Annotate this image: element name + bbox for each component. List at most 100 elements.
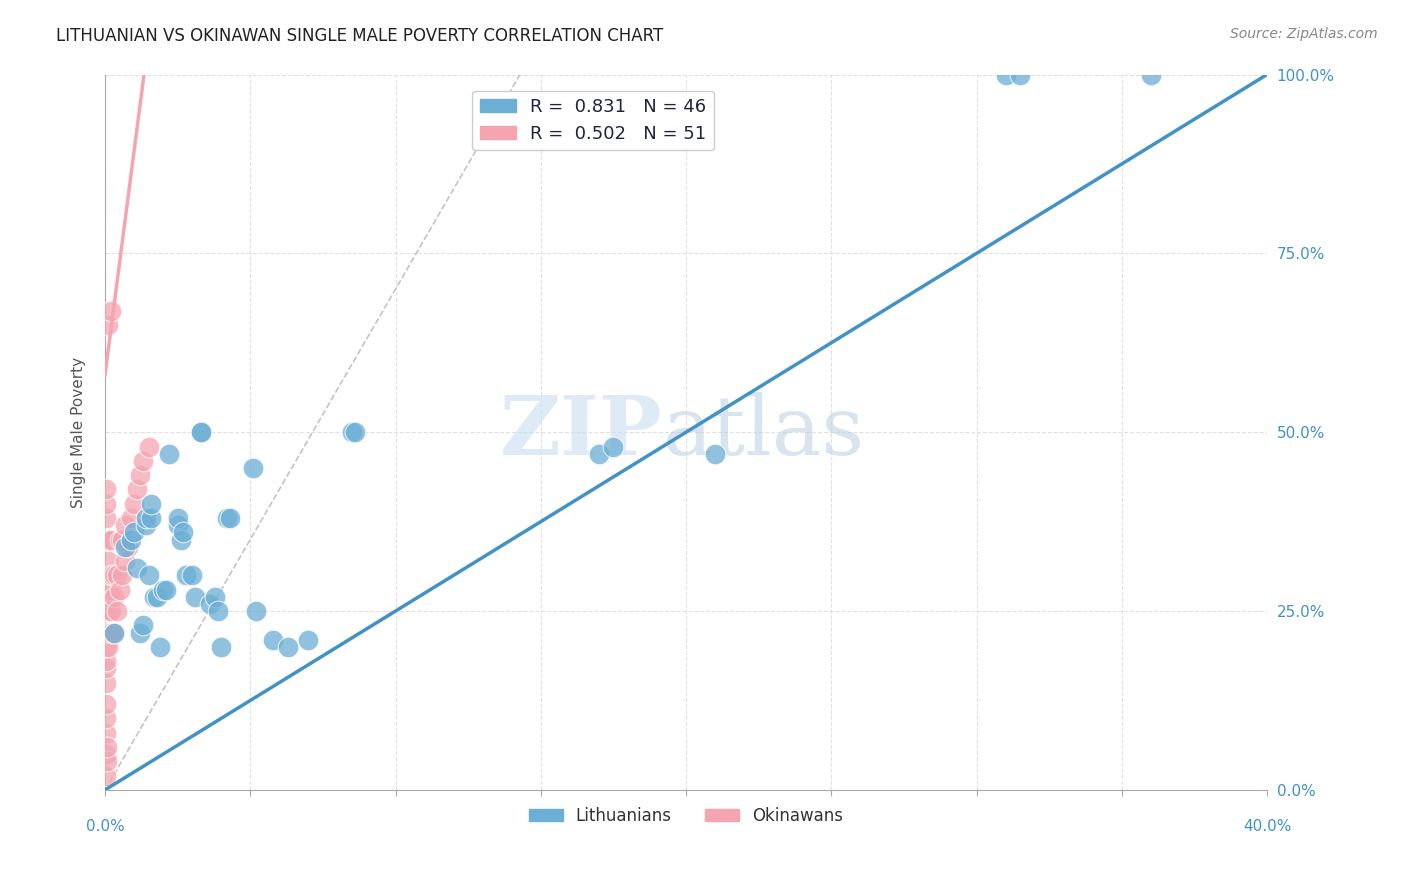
Point [103, 625, 125, 640]
Point [96, 769, 118, 783]
Point [96, 661, 118, 675]
Point [172, 525, 194, 540]
Point [108, 533, 131, 547]
Point [97, 604, 120, 618]
Point [108, 582, 131, 597]
Point [209, 640, 232, 654]
Point [242, 461, 264, 475]
Point [96, 568, 118, 582]
Point [100, 604, 122, 618]
Point [141, 497, 163, 511]
Point [128, 625, 150, 640]
Point [132, 618, 155, 632]
Point [96, 497, 118, 511]
Point [219, 511, 242, 525]
Point [1140, 68, 1163, 82]
Point [176, 568, 198, 582]
Point [96, 511, 118, 525]
Point [146, 590, 169, 604]
Point [588, 447, 610, 461]
Point [190, 425, 212, 440]
Point [166, 518, 188, 533]
Point [128, 468, 150, 483]
Point [340, 425, 363, 440]
Point [96, 754, 118, 768]
Point [149, 640, 172, 654]
Point [141, 511, 163, 525]
Point [96, 711, 118, 725]
Point [100, 625, 122, 640]
Point [120, 533, 142, 547]
Text: 0.0%: 0.0% [86, 819, 124, 833]
Point [166, 511, 188, 525]
Point [138, 568, 160, 582]
Point [157, 447, 180, 461]
Point [117, 540, 139, 554]
Point [103, 590, 125, 604]
Point [100, 582, 122, 597]
Point [184, 590, 207, 604]
Point [96, 654, 118, 668]
Point [114, 554, 136, 568]
Point [114, 518, 136, 533]
Point [190, 425, 212, 440]
Point [96, 747, 118, 761]
Point [103, 568, 125, 582]
Point [97, 533, 120, 547]
Text: 40.0%: 40.0% [1243, 819, 1291, 833]
Point [245, 604, 267, 618]
Point [96, 582, 118, 597]
Point [204, 590, 226, 604]
Point [111, 568, 134, 582]
Point [96, 739, 118, 754]
Point [994, 68, 1017, 82]
Point [96, 725, 118, 739]
Point [96, 697, 118, 711]
Point [114, 540, 136, 554]
Point [132, 454, 155, 468]
Point [263, 632, 285, 647]
Point [111, 533, 134, 547]
Point [96, 604, 118, 618]
Text: LITHUANIAN VS OKINAWAN SINGLE MALE POVERTY CORRELATION CHART: LITHUANIAN VS OKINAWAN SINGLE MALE POVER… [56, 27, 664, 45]
Point [122, 525, 145, 540]
Point [97, 554, 120, 568]
Point [215, 511, 238, 525]
Point [125, 561, 148, 575]
Point [138, 440, 160, 454]
Point [96, 625, 118, 640]
Point [602, 440, 624, 454]
Point [207, 604, 229, 618]
Point [143, 590, 166, 604]
Point [343, 425, 366, 440]
Point [100, 533, 122, 547]
Point [97, 318, 120, 332]
Text: ZIP: ZIP [501, 392, 662, 472]
Point [103, 625, 125, 640]
Point [704, 447, 727, 461]
Point [152, 582, 174, 597]
Point [125, 483, 148, 497]
Point [96, 640, 118, 654]
Point [198, 597, 221, 611]
Point [181, 568, 204, 582]
Point [96, 533, 118, 547]
Point [97, 590, 120, 604]
Point [135, 511, 157, 525]
Point [100, 568, 122, 582]
Point [122, 497, 145, 511]
Point [105, 568, 128, 582]
Point [105, 604, 128, 618]
Text: atlas: atlas [662, 392, 865, 472]
Text: Source: ZipAtlas.com: Source: ZipAtlas.com [1230, 27, 1378, 41]
Point [155, 582, 177, 597]
Point [169, 533, 191, 547]
Y-axis label: Single Male Poverty: Single Male Poverty [72, 357, 86, 508]
Legend: Lithuanians, Okinawans: Lithuanians, Okinawans [523, 800, 849, 831]
Point [297, 632, 319, 647]
Point [120, 511, 142, 525]
Point [1010, 68, 1032, 82]
Point [97, 640, 120, 654]
Point [97, 568, 120, 582]
Point [100, 303, 122, 318]
